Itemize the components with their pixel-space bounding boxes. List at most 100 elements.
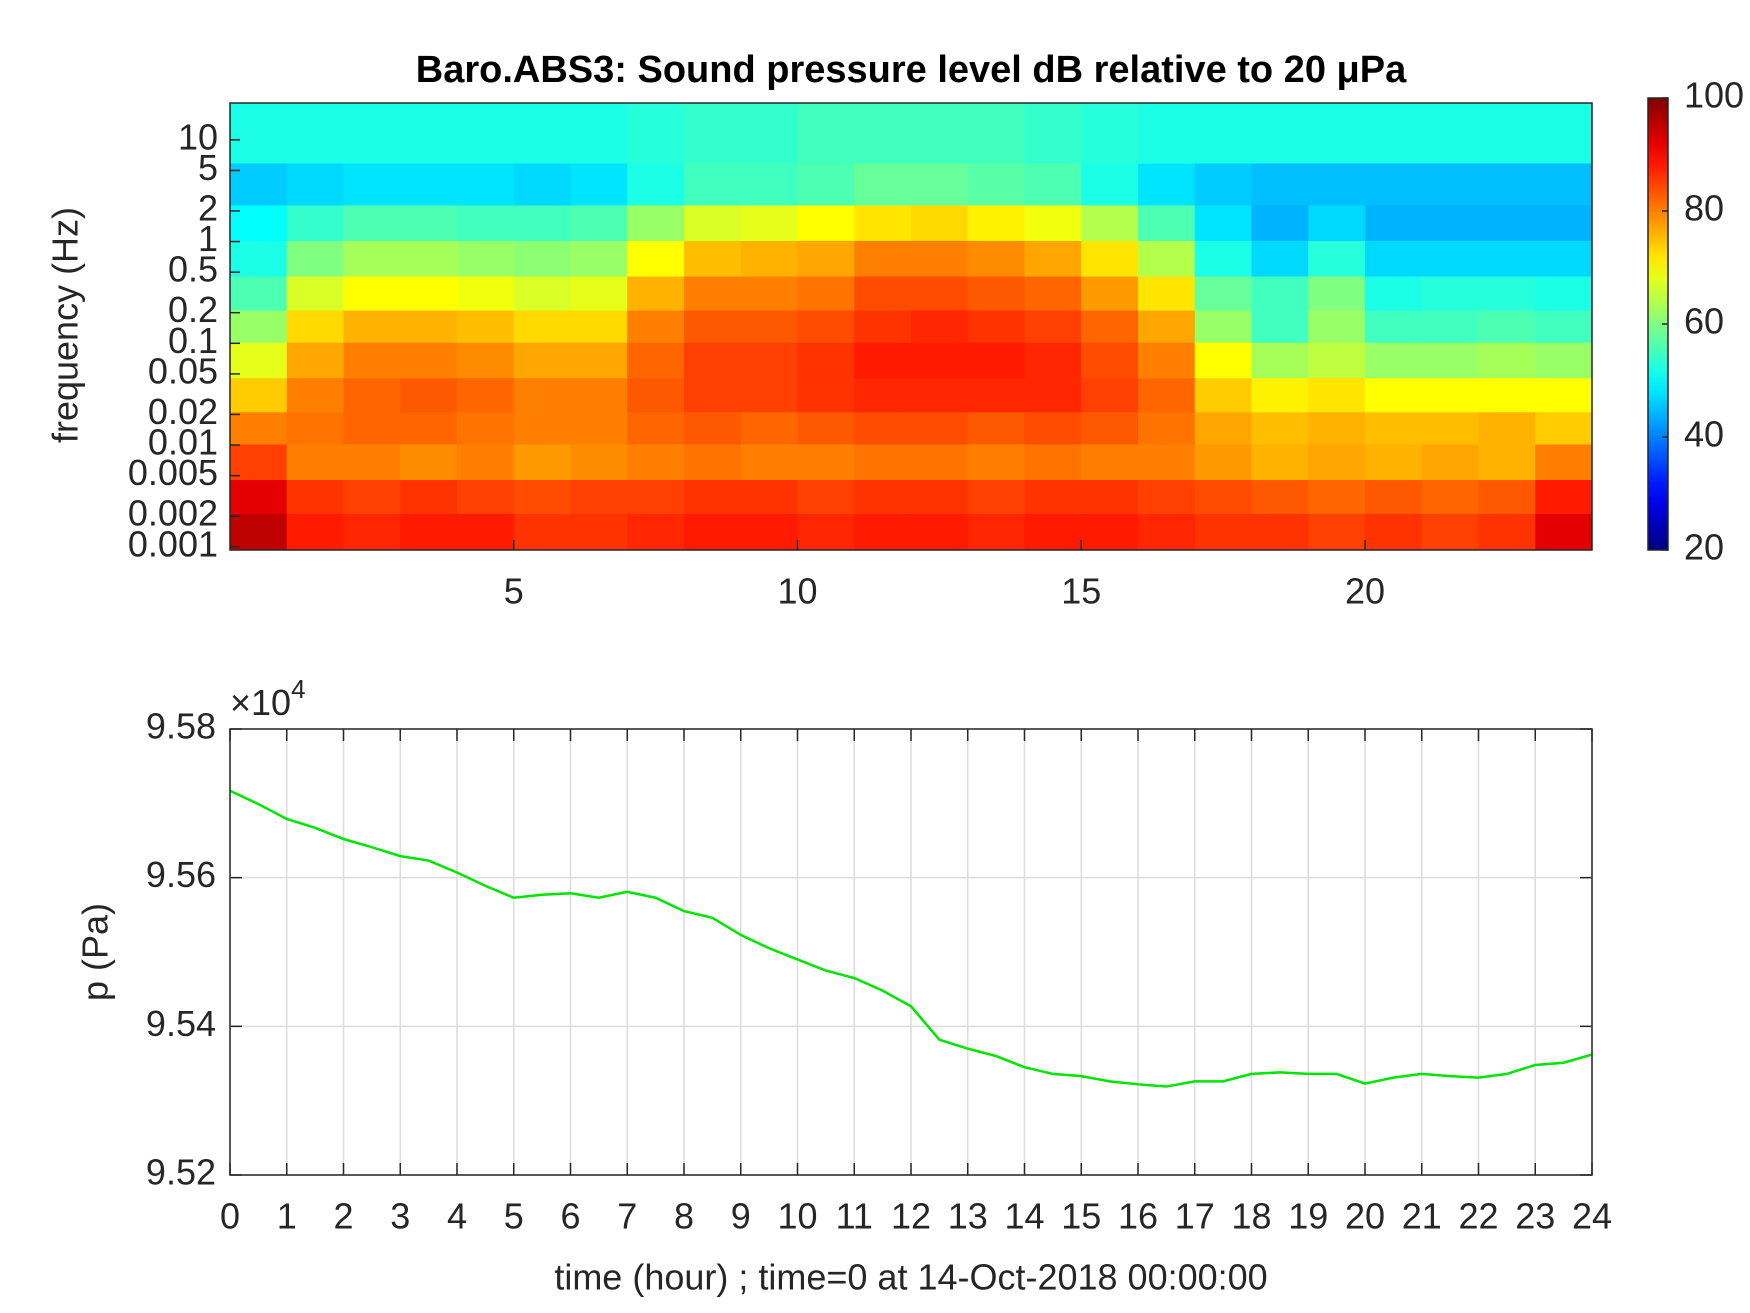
heat-cell — [400, 411, 458, 445]
heat-cell — [513, 204, 571, 241]
heat-cell — [1365, 162, 1423, 206]
colorbar-tick-label: 60 — [1684, 301, 1724, 342]
heat-cell — [1478, 443, 1536, 481]
heat-cell — [854, 342, 912, 379]
heat-cell — [1535, 240, 1593, 277]
heat-cell — [1194, 342, 1252, 379]
heat-cell — [967, 103, 1025, 164]
heat-cell — [1478, 103, 1536, 164]
heat-cell — [684, 342, 742, 379]
heat-cell — [457, 103, 515, 164]
heat-cell — [230, 443, 288, 481]
heat-cell — [230, 162, 288, 206]
x-tick-label: 14 — [1004, 1196, 1044, 1237]
axes-box — [229, 728, 1593, 1176]
heat-cell — [230, 276, 288, 311]
heat-cell — [854, 377, 912, 413]
axes-box — [229, 102, 1593, 551]
heat-cell — [1535, 411, 1593, 445]
heat-cell — [343, 377, 401, 413]
heat-cell — [1308, 162, 1366, 206]
heat-cell — [1024, 513, 1082, 551]
heat-cell — [1251, 276, 1309, 311]
heat-cell — [627, 310, 685, 343]
heat-cell — [911, 443, 969, 481]
heat-cell — [854, 240, 912, 277]
heat-cell — [967, 377, 1025, 413]
heat-cell — [1024, 443, 1082, 481]
heat-cell — [911, 513, 969, 551]
heat-cell — [740, 443, 798, 481]
heat-cell — [1421, 162, 1479, 206]
heat-cell — [1535, 276, 1593, 311]
heat-cell — [1138, 342, 1196, 379]
heat-cell — [400, 377, 458, 413]
x-tick-label: 5 — [504, 571, 524, 612]
heat-cell — [457, 276, 515, 311]
heat-cell — [457, 162, 515, 206]
heat-cell — [343, 513, 401, 551]
x-tick-label: 19 — [1288, 1196, 1328, 1237]
heat-cell — [684, 443, 742, 481]
heat-cell — [457, 513, 515, 551]
heat-cell — [740, 411, 798, 445]
heat-cell — [513, 342, 571, 379]
heat-cell — [1081, 377, 1139, 413]
heat-cell — [1365, 411, 1423, 445]
heat-cell — [1478, 342, 1536, 379]
y-tick-label: 1 — [198, 218, 218, 259]
heat-cell — [1024, 276, 1082, 311]
heat-cell — [1251, 411, 1309, 445]
heat-cell — [854, 204, 912, 241]
heat-cell — [854, 513, 912, 551]
heat-cell — [286, 342, 344, 379]
heat-cell — [570, 443, 628, 481]
heat-cell — [457, 310, 515, 343]
x-tick-label: 15 — [1061, 571, 1101, 612]
heat-cell — [1365, 342, 1423, 379]
heat-cell — [570, 513, 628, 551]
heat-cell — [570, 204, 628, 241]
heat-cell — [627, 204, 685, 241]
x-tick-label: 22 — [1458, 1196, 1498, 1237]
heat-cell — [911, 162, 969, 206]
heat-cell — [967, 276, 1025, 311]
heat-cell — [343, 103, 401, 164]
heat-cell — [1308, 377, 1366, 413]
heat-cell — [911, 411, 969, 445]
x-tick-label: 18 — [1231, 1196, 1271, 1237]
heat-cell — [1421, 103, 1479, 164]
heat-cell — [570, 240, 628, 277]
x-tick-label: 10 — [777, 1196, 817, 1237]
heat-cell — [1365, 443, 1423, 481]
heat-cell — [911, 204, 969, 241]
x-tick-label: 3 — [390, 1196, 410, 1237]
heat-cell — [684, 513, 742, 551]
heat-cell — [1024, 162, 1082, 206]
heat-cell — [684, 377, 742, 413]
heat-cell — [1535, 204, 1593, 241]
heat-cell — [1081, 513, 1139, 551]
heat-cell — [1251, 204, 1309, 241]
y-tick-label: 0.002 — [128, 493, 218, 534]
y-tick-label: 0.2 — [168, 289, 218, 330]
chart-title: Baro.ABS3: Sound pressure level dB relat… — [416, 49, 1407, 91]
heat-cell — [1024, 240, 1082, 277]
heat-cell — [1024, 479, 1082, 515]
heat-cell — [1308, 342, 1366, 379]
heat-cell — [1535, 513, 1593, 551]
heat-cell — [740, 479, 798, 515]
heat-cell — [1081, 240, 1139, 277]
heat-cell — [343, 240, 401, 277]
heat-cell — [967, 240, 1025, 277]
heat-cell — [854, 479, 912, 515]
y-tick-label: 0.5 — [168, 249, 218, 290]
x-tick-label: 13 — [948, 1196, 988, 1237]
heat-cell — [684, 162, 742, 206]
heat-cell — [1478, 377, 1536, 413]
heat-cell — [400, 479, 458, 515]
heat-cell — [1138, 162, 1196, 206]
heat-cell — [286, 513, 344, 551]
heat-cell — [911, 342, 969, 379]
heat-cell — [1081, 342, 1139, 379]
